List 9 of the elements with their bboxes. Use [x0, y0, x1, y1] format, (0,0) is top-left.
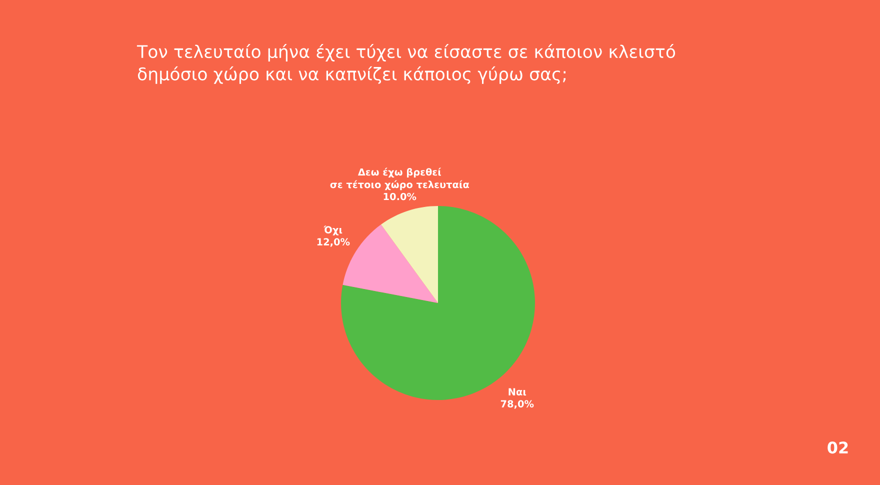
text: 02	[828, 442, 848, 454]
slice-label: Ναι	[508, 388, 526, 396]
slice-label: Όχι	[324, 226, 342, 236]
pie-slice	[380, 206, 438, 303]
data-label: 78,0%	[500, 400, 534, 409]
chart-title: Τον τελευταίο μήνα έχει τύχει να είσαστε σε κάποιον κλειστό δημόσιο χώρο και να καπνίζει κάποιος γύρω σας;	[136, 44, 676, 84]
slice-label: Δεω έχω βρεθεί σε τέτοιο χώρο τελευταία	[330, 168, 470, 190]
data-label: 12,0%	[317, 238, 350, 247]
data-label: 10.0%	[384, 192, 416, 200]
